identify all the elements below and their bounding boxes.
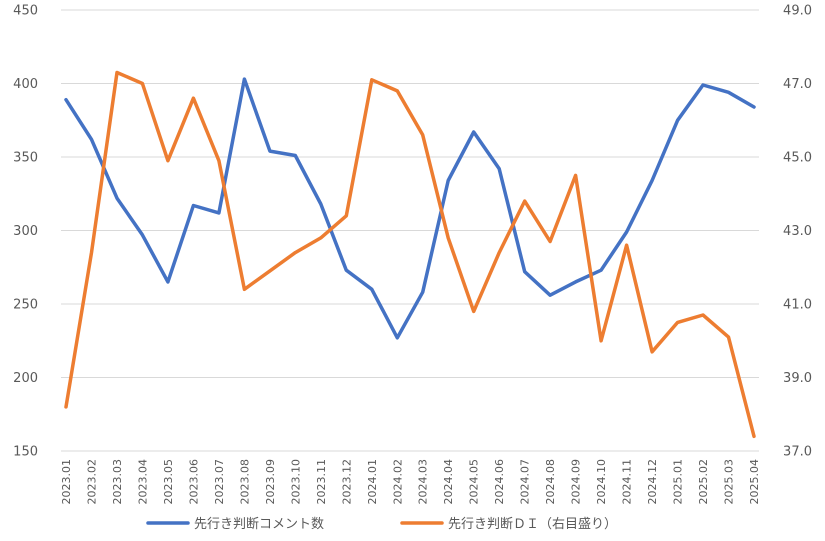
x-tick-label: 2025.04 bbox=[748, 459, 761, 505]
x-tick-label: 2024.04 bbox=[442, 459, 455, 505]
x-tick-label: 2023.05 bbox=[162, 459, 175, 505]
left-y-tick-label: 450 bbox=[13, 4, 38, 19]
x-tick-label: 2024.10 bbox=[595, 459, 608, 505]
x-tick-label: 2024.11 bbox=[621, 459, 634, 505]
right-y-tick-label: 47.0 bbox=[783, 77, 812, 92]
right-y-tick-label: 43.0 bbox=[783, 224, 812, 239]
x-tick-label: 2023.04 bbox=[136, 459, 149, 505]
x-tick-label: 2024.05 bbox=[468, 459, 481, 505]
series-lines bbox=[64, 70, 756, 439]
x-tick-label: 2023.10 bbox=[289, 459, 302, 505]
x-tick-label: 2023.09 bbox=[264, 459, 277, 505]
legend-label-2: 先行き判断ＤＩ（右目盛り） bbox=[448, 517, 617, 532]
legend: 先行き判断コメント数 先行き判断ＤＩ（右目盛り） bbox=[146, 517, 617, 532]
left-y-tick-label: 300 bbox=[13, 224, 38, 239]
x-tick-label: 2023.11 bbox=[315, 459, 328, 505]
x-tick-label: 2025.01 bbox=[672, 459, 685, 505]
left-y-tick-label: 150 bbox=[13, 445, 38, 460]
x-tick-label: 2023.02 bbox=[85, 459, 98, 505]
right-y-tick-label: 41.0 bbox=[783, 298, 812, 313]
x-tick-label: 2023.08 bbox=[238, 459, 251, 505]
x-tick-label: 2024.08 bbox=[544, 459, 557, 505]
x-axis: 2023.01 2023.02 2023.03 2023.04 2023.05 2023.… bbox=[60, 459, 761, 505]
x-tick-label: 2025.03 bbox=[723, 459, 736, 505]
left-y-tick-label: 400 bbox=[13, 77, 38, 92]
x-tick-label: 2023.01 bbox=[60, 459, 73, 505]
gridlines bbox=[61, 9, 759, 452]
right-y-tick-label: 45.0 bbox=[783, 151, 812, 166]
x-tick-label: 2023.07 bbox=[213, 459, 226, 505]
left-y-tick-label: 250 bbox=[13, 298, 38, 313]
right-y-tick-label: 39.0 bbox=[783, 371, 812, 386]
legend-label-1: 先行き判断コメント数 bbox=[194, 517, 324, 532]
x-tick-label: 2025.02 bbox=[697, 459, 710, 505]
left-y-tick-label: 350 bbox=[13, 151, 38, 166]
right-y-tick-label: 37.0 bbox=[783, 445, 812, 460]
left-y-axis: 150 200 250 300 350 400 450 bbox=[13, 4, 38, 460]
series-line-2 bbox=[64, 70, 756, 439]
right-y-axis: 37.0 39.0 41.0 43.0 45.0 47.0 49.0 bbox=[783, 4, 812, 460]
x-tick-label: 2024.01 bbox=[366, 459, 379, 505]
right-y-tick-label: 49.0 bbox=[783, 4, 812, 19]
x-tick-label: 2023.12 bbox=[340, 459, 353, 505]
x-tick-label: 2024.12 bbox=[646, 459, 659, 505]
x-tick-label: 2023.06 bbox=[187, 459, 200, 505]
x-tick-label: 2024.02 bbox=[391, 459, 404, 505]
x-tick-label: 2024.03 bbox=[417, 459, 430, 505]
series-line-1 bbox=[64, 77, 756, 340]
x-tick-label: 2023.03 bbox=[111, 459, 124, 505]
x-tick-label: 2024.07 bbox=[519, 459, 532, 505]
x-tick-label: 2024.09 bbox=[570, 459, 583, 505]
x-tick-label: 2024.06 bbox=[493, 459, 506, 505]
left-y-tick-label: 200 bbox=[13, 371, 38, 386]
